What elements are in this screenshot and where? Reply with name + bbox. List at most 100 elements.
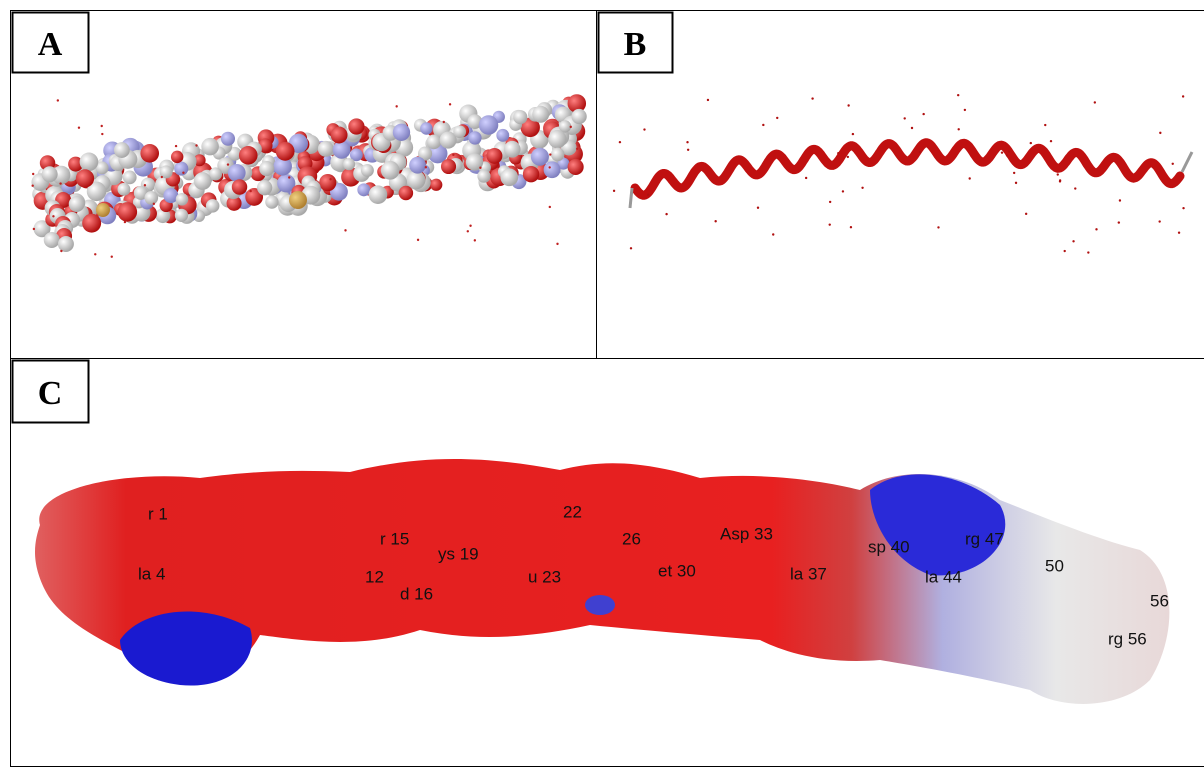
water <box>1049 139 1053 143</box>
residue-label: la 37 <box>790 564 827 583</box>
water <box>756 206 760 209</box>
atom <box>257 180 273 196</box>
water <box>1024 212 1028 216</box>
atom <box>289 191 307 209</box>
water <box>1159 131 1162 135</box>
atom <box>117 202 138 222</box>
water <box>968 177 971 180</box>
water <box>548 205 552 209</box>
water <box>1012 171 1016 175</box>
atom <box>453 125 467 139</box>
water <box>629 247 633 250</box>
water <box>1005 154 1009 157</box>
water <box>849 226 853 229</box>
atom <box>265 195 279 209</box>
residue-label: ys 19 <box>438 544 479 563</box>
atom <box>273 157 292 176</box>
water <box>288 176 291 179</box>
water <box>841 190 845 193</box>
water <box>861 186 864 189</box>
water <box>1063 249 1066 253</box>
water <box>31 184 34 187</box>
atom <box>418 146 433 161</box>
atom <box>205 199 220 213</box>
atom <box>467 114 483 130</box>
atom <box>174 161 189 176</box>
ribbon-model <box>612 93 1194 254</box>
atom <box>245 188 264 206</box>
water <box>643 128 646 131</box>
atom <box>567 158 584 176</box>
atom <box>82 213 102 233</box>
water <box>1044 123 1047 127</box>
residue-label: 22 <box>563 502 582 521</box>
water <box>32 227 36 231</box>
atom <box>277 174 296 193</box>
water <box>100 124 103 128</box>
water <box>957 128 960 131</box>
atom <box>530 147 549 166</box>
water <box>123 220 127 224</box>
water <box>556 242 559 246</box>
residue-label: sp 40 <box>868 537 910 556</box>
water <box>395 105 398 108</box>
atom <box>117 182 131 196</box>
atom <box>349 148 363 162</box>
atom <box>144 191 159 205</box>
atom <box>209 167 223 181</box>
water <box>828 223 831 226</box>
water <box>575 147 579 150</box>
residue-label: la 44 <box>925 567 962 586</box>
atom <box>86 181 107 202</box>
water <box>762 123 765 127</box>
water <box>686 141 689 144</box>
atom <box>227 163 246 182</box>
water <box>1000 151 1004 154</box>
atom <box>503 140 521 158</box>
water <box>94 253 97 256</box>
water <box>910 126 914 130</box>
atom <box>406 170 426 190</box>
water <box>1177 231 1181 234</box>
atom <box>439 131 457 149</box>
water <box>1074 187 1077 190</box>
atom <box>420 122 433 135</box>
atom <box>550 147 565 162</box>
water <box>851 132 855 136</box>
water <box>612 189 616 193</box>
water <box>937 226 940 229</box>
water <box>772 233 775 236</box>
water <box>174 144 178 148</box>
water <box>143 184 147 187</box>
water <box>1171 162 1174 166</box>
atom <box>43 232 60 248</box>
atom <box>41 166 58 183</box>
atom <box>159 165 173 179</box>
atom <box>380 160 400 180</box>
atom <box>567 94 587 113</box>
water <box>59 182 62 185</box>
atom <box>95 161 109 175</box>
atom <box>68 196 85 212</box>
panel-label: C <box>38 375 63 412</box>
water <box>549 153 552 156</box>
atom <box>113 142 130 158</box>
atom <box>520 117 540 138</box>
spacefill-model <box>31 94 587 258</box>
coil-end <box>628 187 634 209</box>
atom <box>319 174 337 192</box>
water <box>646 193 650 196</box>
label-box <box>597 11 674 74</box>
atom <box>548 129 567 149</box>
water <box>1087 251 1090 254</box>
atom <box>478 115 499 135</box>
atom <box>193 154 206 167</box>
water <box>811 97 814 100</box>
water <box>452 153 455 157</box>
water <box>569 125 572 129</box>
atom <box>175 193 189 206</box>
atom <box>500 168 519 187</box>
atom <box>57 236 74 252</box>
water <box>776 116 779 120</box>
